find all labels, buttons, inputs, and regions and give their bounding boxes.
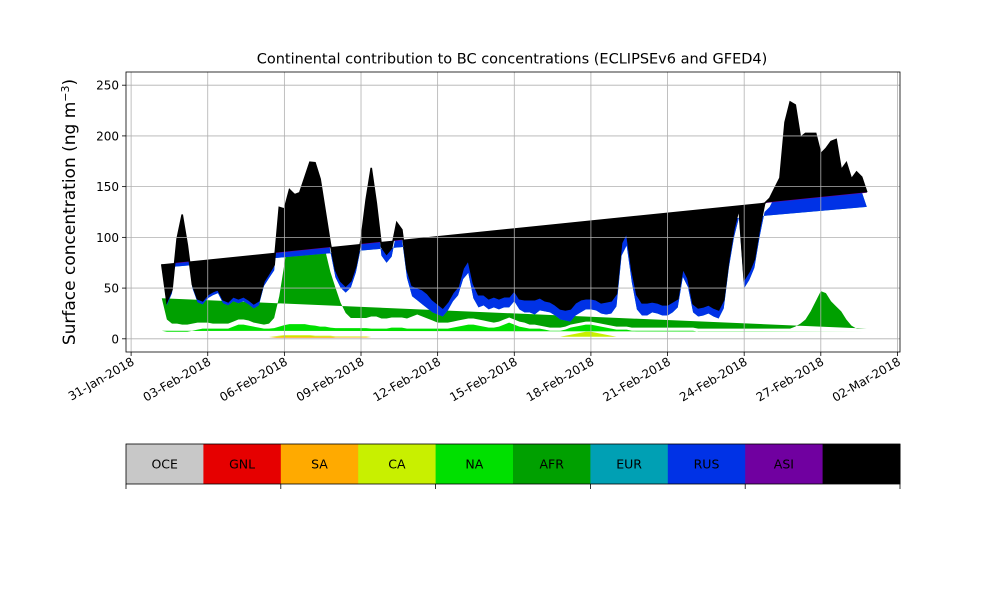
y-tick-label: 150 bbox=[96, 180, 119, 194]
y-tick-label: 100 bbox=[96, 231, 119, 245]
legend-label-sa: SA bbox=[311, 457, 328, 472]
legend-swatch-sa bbox=[280, 444, 359, 484]
x-tick-label: 06-Feb-2018 bbox=[217, 354, 290, 404]
legend-swatch-asi bbox=[745, 444, 824, 484]
legend-swatch-afr bbox=[513, 444, 591, 484]
legend-frame bbox=[125, 443, 901, 485]
x-tick-label: 18-Feb-2018 bbox=[524, 354, 597, 404]
x-tick-label: 03-Feb-2018 bbox=[141, 354, 214, 404]
legend-label-rus: RUS bbox=[694, 457, 720, 472]
legend-swatch-eur bbox=[590, 444, 669, 484]
legend-swatch-rus bbox=[667, 444, 746, 484]
legend-swatch-aus bbox=[822, 444, 901, 484]
x-tick-label: 24-Feb-2018 bbox=[677, 354, 750, 404]
legend-label-na: NA bbox=[465, 457, 483, 472]
x-tick-label: 15-Feb-2018 bbox=[447, 354, 520, 404]
y-tick-label: 50 bbox=[104, 282, 119, 296]
x-tick-label: 02-Mar-2018 bbox=[830, 354, 903, 404]
legend-label-afr: AFR bbox=[539, 457, 564, 472]
y-axis-label: Surface concentration (ng m−3) bbox=[59, 79, 80, 345]
area-afr bbox=[161, 214, 867, 329]
plot-area bbox=[160, 100, 868, 338]
legend-swatch-na bbox=[435, 444, 514, 484]
chart-title: Continental contribution to BC concentra… bbox=[257, 52, 768, 68]
legend: OCE GNL SA CA NA AFR EUR RUS ASI AUS bbox=[125, 443, 901, 489]
y-tick-label: 0 bbox=[111, 332, 119, 346]
legend-label-ca: CA bbox=[388, 457, 406, 472]
legend-swatch-ca bbox=[358, 444, 437, 484]
legend-label-eur: EUR bbox=[616, 457, 642, 472]
x-tick-label: 31-Jan-2018 bbox=[66, 354, 137, 403]
legend-label-gnl: GNL bbox=[229, 457, 255, 472]
area-aus bbox=[161, 101, 867, 310]
legend-label-oce: OCE bbox=[151, 457, 178, 472]
x-tick-label: 27-Feb-2018 bbox=[754, 354, 827, 404]
legend-swatch-gnl bbox=[203, 444, 282, 484]
x-tick-label: 21-Feb-2018 bbox=[600, 354, 673, 404]
x-tick-label: 09-Feb-2018 bbox=[294, 354, 367, 404]
x-tick-label: 12-Feb-2018 bbox=[371, 354, 444, 404]
y-tick-label: 200 bbox=[96, 129, 119, 143]
legend-label-asi: ASI bbox=[774, 457, 794, 472]
y-tick-label: 250 bbox=[96, 79, 119, 93]
area-sa bbox=[161, 336, 867, 338]
plot-frame bbox=[125, 71, 901, 353]
legend-label-aus: AUS bbox=[848, 457, 874, 472]
legend-swatch-oce bbox=[126, 444, 204, 484]
